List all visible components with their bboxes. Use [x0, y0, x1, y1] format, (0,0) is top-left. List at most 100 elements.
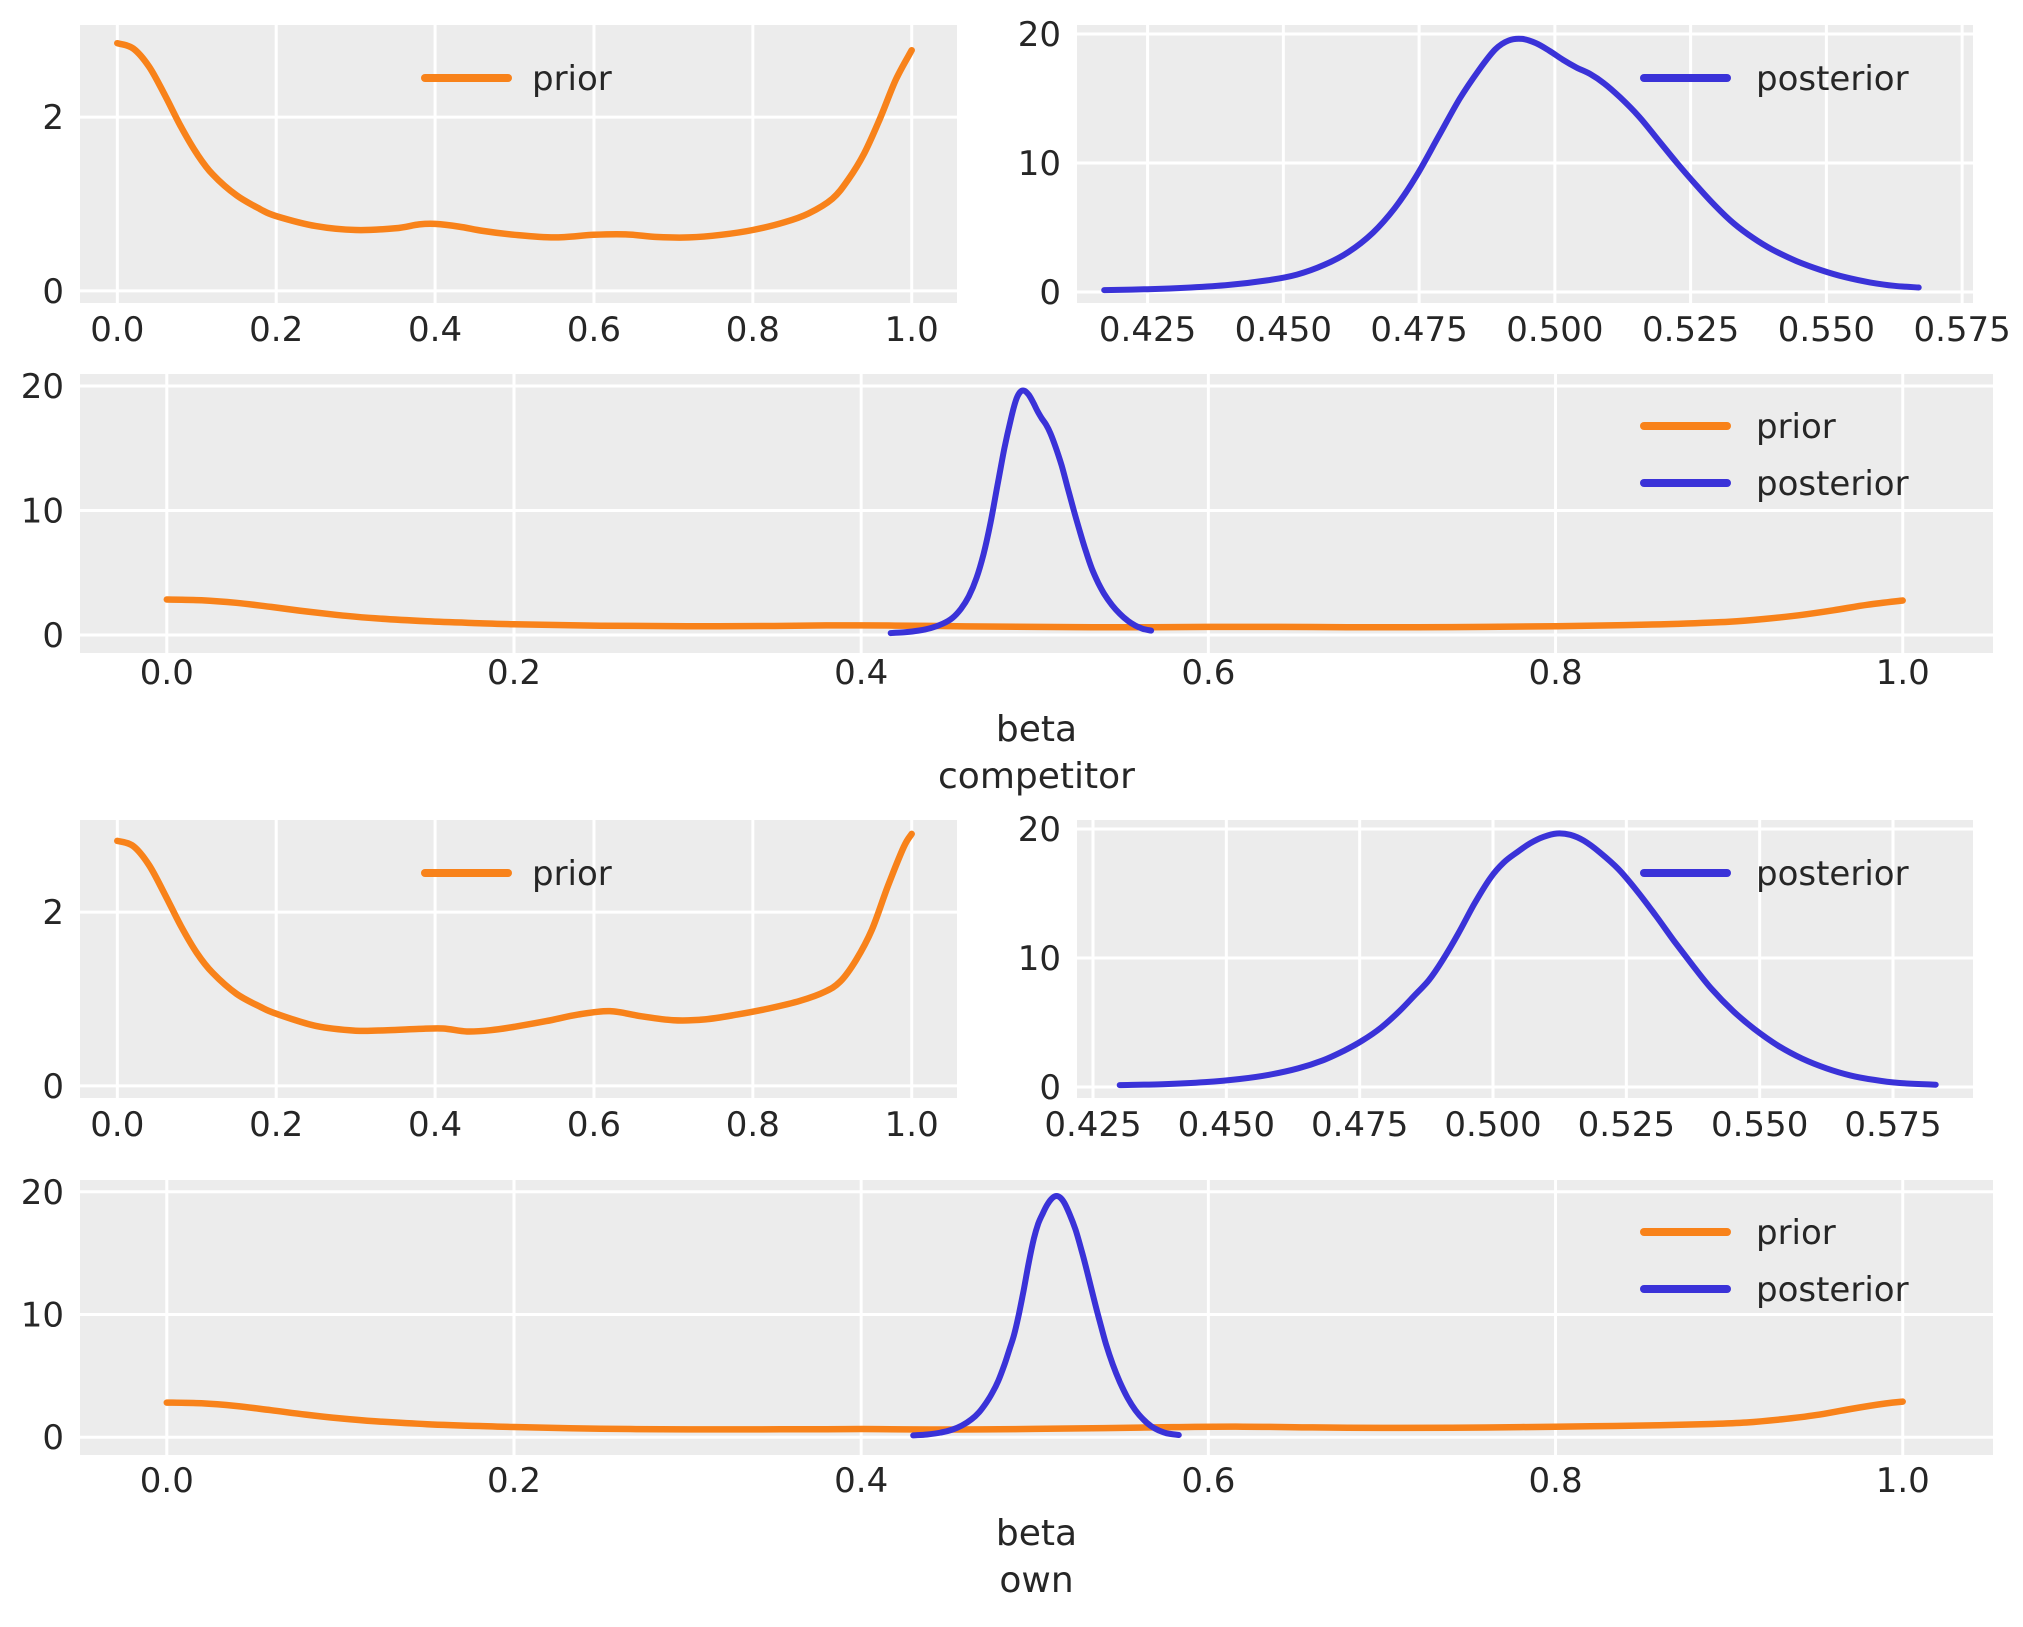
legend-label-prior: prior	[532, 854, 612, 894]
y-tick-label: 10	[1018, 939, 1061, 979]
y-tick-label: 10	[21, 1295, 64, 1335]
y-tick-label: 0	[42, 272, 64, 312]
x-tick-label: 1.0	[1876, 653, 1930, 693]
posterior-curve	[910, 1193, 1182, 1439]
x-tick-label: 0.425	[1099, 310, 1196, 350]
x-tick-label: 0.6	[567, 1105, 621, 1145]
x-tick-label: 0.2	[487, 653, 541, 693]
prior-curve	[163, 1398, 1906, 1433]
legend: posterior	[1640, 854, 1909, 894]
y-tick-label: 10	[21, 491, 64, 531]
axes-background	[80, 374, 1993, 653]
x-tick-label: 0.4	[834, 1461, 888, 1501]
x-tick-label: 0.8	[726, 1105, 780, 1145]
y-tick-label: 0	[1039, 1068, 1061, 1108]
legend-label-prior: prior	[1756, 407, 1836, 447]
legend: prior posterior	[1640, 407, 1909, 504]
x-tick-label: 0.500	[1506, 310, 1603, 350]
legend: posterior	[1640, 59, 1909, 99]
legend: prior posterior	[1640, 1213, 1909, 1310]
legend-label-posterior: posterior	[1756, 854, 1909, 894]
chart-own-combined: 0.0 0.2 0.4 0.6 0.8 1.0 0 10 20 prior posterior	[21, 1173, 1993, 1501]
legend-label-prior: prior	[1756, 1213, 1836, 1253]
x-tick-label: 0.0	[90, 310, 144, 350]
x-tick-label: 0.2	[249, 310, 303, 350]
legend: prior	[421, 59, 612, 99]
legend: prior	[421, 854, 612, 894]
x-tick-labels: 0.0 0.2 0.4 0.6 0.8 1.0	[140, 1461, 1930, 1501]
y-tick-labels: 0 10 20	[21, 367, 64, 656]
legend-label-posterior: posterior	[1756, 59, 1909, 99]
x-tick-label: 0.6	[567, 310, 621, 350]
posterior-curve	[1101, 35, 1922, 294]
y-tick-labels: 0 10 20	[1018, 810, 1061, 1108]
x-tick-label: 0.575	[1844, 1105, 1941, 1145]
y-tick-label: 10	[1018, 144, 1061, 184]
prior-curve	[114, 830, 915, 1035]
posterior-curve	[887, 387, 1155, 637]
chart-competitor-posterior: 0.425 0.450 0.475 0.500 0.525 0.550 0.575 0 10 20…	[1018, 15, 2011, 350]
y-tick-label: 20	[1018, 15, 1061, 55]
axes-background	[80, 25, 957, 303]
x-tick-label: 0.450	[1178, 1105, 1275, 1145]
y-tick-label: 0	[42, 1418, 64, 1458]
x-tick-labels: 0.0 0.2 0.4 0.6 0.8 1.0	[90, 310, 938, 350]
x-axis-label-line1: beta	[995, 1513, 1078, 1554]
gridlines	[1077, 25, 1973, 303]
posterior-curve	[1116, 830, 1939, 1089]
x-tick-label: 0.525	[1578, 1105, 1675, 1145]
x-tick-label: 0.450	[1235, 310, 1332, 350]
x-tick-label: 1.0	[885, 310, 939, 350]
x-axis-label-beta-competitor: beta competitor	[80, 706, 1993, 800]
x-tick-label: 1.0	[1876, 1461, 1930, 1501]
gridlines	[80, 820, 957, 1098]
gridlines	[80, 25, 957, 303]
y-tick-label: 2	[42, 98, 64, 138]
x-axis-label-line1: beta	[995, 709, 1078, 750]
y-tick-label: 0	[1039, 273, 1061, 313]
y-tick-label: 2	[42, 893, 64, 933]
x-tick-label: 0.0	[140, 1461, 194, 1501]
x-tick-label: 0.6	[1181, 1461, 1235, 1501]
x-tick-label: 0.475	[1370, 310, 1467, 350]
x-tick-label: 0.2	[487, 1461, 541, 1501]
x-tick-label: 0.4	[408, 1105, 462, 1145]
x-tick-label: 0.525	[1642, 310, 1739, 350]
y-tick-label: 20	[1018, 810, 1061, 850]
x-axis-label-line2: own	[999, 1560, 1074, 1601]
x-tick-label: 0.8	[1529, 653, 1583, 693]
x-tick-label: 1.0	[885, 1105, 939, 1145]
x-tick-labels: 0.425 0.450 0.475 0.500 0.525 0.550 0.575	[1044, 1105, 1941, 1145]
x-tick-label: 0.575	[1913, 310, 2010, 350]
x-tick-label: 0.550	[1778, 310, 1875, 350]
legend-label-prior: prior	[532, 59, 612, 99]
x-tick-labels: 0.0 0.2 0.4 0.6 0.8 1.0	[90, 1105, 938, 1145]
x-tick-label: 0.0	[90, 1105, 144, 1145]
gridlines	[1077, 820, 1973, 1098]
x-tick-label: 0.6	[1181, 653, 1235, 693]
x-tick-label: 0.8	[1529, 1461, 1583, 1501]
x-tick-label: 0.550	[1711, 1105, 1808, 1145]
y-tick-labels: 02	[42, 893, 64, 1107]
prior-curve	[114, 39, 915, 241]
y-tick-labels: 02	[42, 98, 64, 312]
x-tick-label: 0.0	[140, 653, 194, 693]
y-tick-label: 20	[21, 1173, 64, 1213]
x-tick-label: 0.500	[1444, 1105, 1541, 1145]
y-tick-label: 0	[42, 616, 64, 656]
prior-curve	[163, 596, 1906, 631]
x-axis-label-beta-own: beta own	[80, 1510, 1993, 1604]
y-tick-label: 20	[21, 367, 64, 407]
chart-competitor-combined: 0.0 0.2 0.4 0.6 0.8 1.0 0 10 20 prior posterior	[21, 367, 1993, 693]
x-tick-label: 0.2	[249, 1105, 303, 1145]
x-tick-label: 0.475	[1311, 1105, 1408, 1145]
x-tick-label: 0.4	[408, 310, 462, 350]
y-tick-label: 0	[42, 1067, 64, 1107]
x-tick-label: 0.425	[1044, 1105, 1141, 1145]
legend-label-posterior: posterior	[1756, 464, 1909, 504]
legend-label-posterior: posterior	[1756, 1270, 1909, 1310]
x-tick-label: 0.8	[726, 310, 780, 350]
